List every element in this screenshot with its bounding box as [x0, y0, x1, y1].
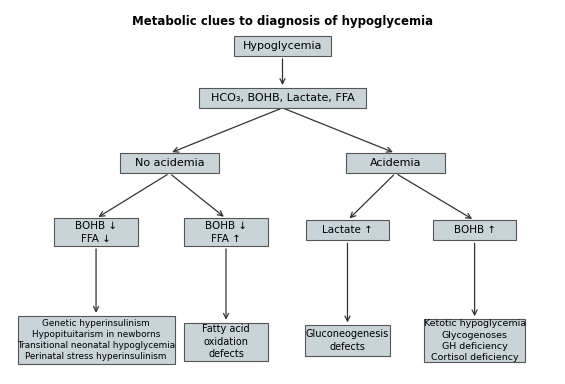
FancyBboxPatch shape	[184, 323, 268, 361]
Text: BOHB ↑: BOHB ↑	[454, 225, 496, 235]
FancyBboxPatch shape	[120, 153, 219, 173]
FancyBboxPatch shape	[184, 218, 268, 246]
Text: BOHB ↓
FFA ↑: BOHB ↓ FFA ↑	[205, 221, 247, 243]
FancyBboxPatch shape	[305, 325, 390, 356]
FancyBboxPatch shape	[306, 220, 389, 240]
FancyBboxPatch shape	[54, 218, 138, 246]
Text: Metabolic clues to diagnosis of hypoglycemia: Metabolic clues to diagnosis of hypoglyc…	[132, 15, 433, 28]
Text: No acidemia: No acidemia	[134, 158, 205, 168]
FancyBboxPatch shape	[199, 88, 366, 108]
Text: Genetic hyperinsulinism
Hypopituitarism in newborns
Transitional neonatal hypogl: Genetic hyperinsulinism Hypopituitarism …	[17, 319, 175, 361]
Text: HCO₃, BOHB, Lactate, FFA: HCO₃, BOHB, Lactate, FFA	[211, 93, 354, 103]
FancyBboxPatch shape	[433, 220, 516, 240]
FancyBboxPatch shape	[234, 36, 331, 56]
Text: Acidemia: Acidemia	[370, 158, 421, 168]
Text: Ketotic hypoglycemia
Glycogenoses
GH deficiency
Cortisol deficiency: Ketotic hypoglycemia Glycogenoses GH def…	[424, 319, 525, 362]
Text: Lactate ↑: Lactate ↑	[322, 225, 373, 235]
Text: Gluconeogenesis
defects: Gluconeogenesis defects	[306, 329, 389, 352]
Text: Fatty acid
oxidation
defects: Fatty acid oxidation defects	[202, 324, 250, 359]
FancyBboxPatch shape	[424, 319, 525, 362]
Text: Hypoglycemia: Hypoglycemia	[243, 41, 322, 51]
Text: BOHB ↓
FFA ↓: BOHB ↓ FFA ↓	[75, 221, 117, 243]
FancyBboxPatch shape	[346, 153, 445, 173]
FancyBboxPatch shape	[18, 316, 175, 364]
